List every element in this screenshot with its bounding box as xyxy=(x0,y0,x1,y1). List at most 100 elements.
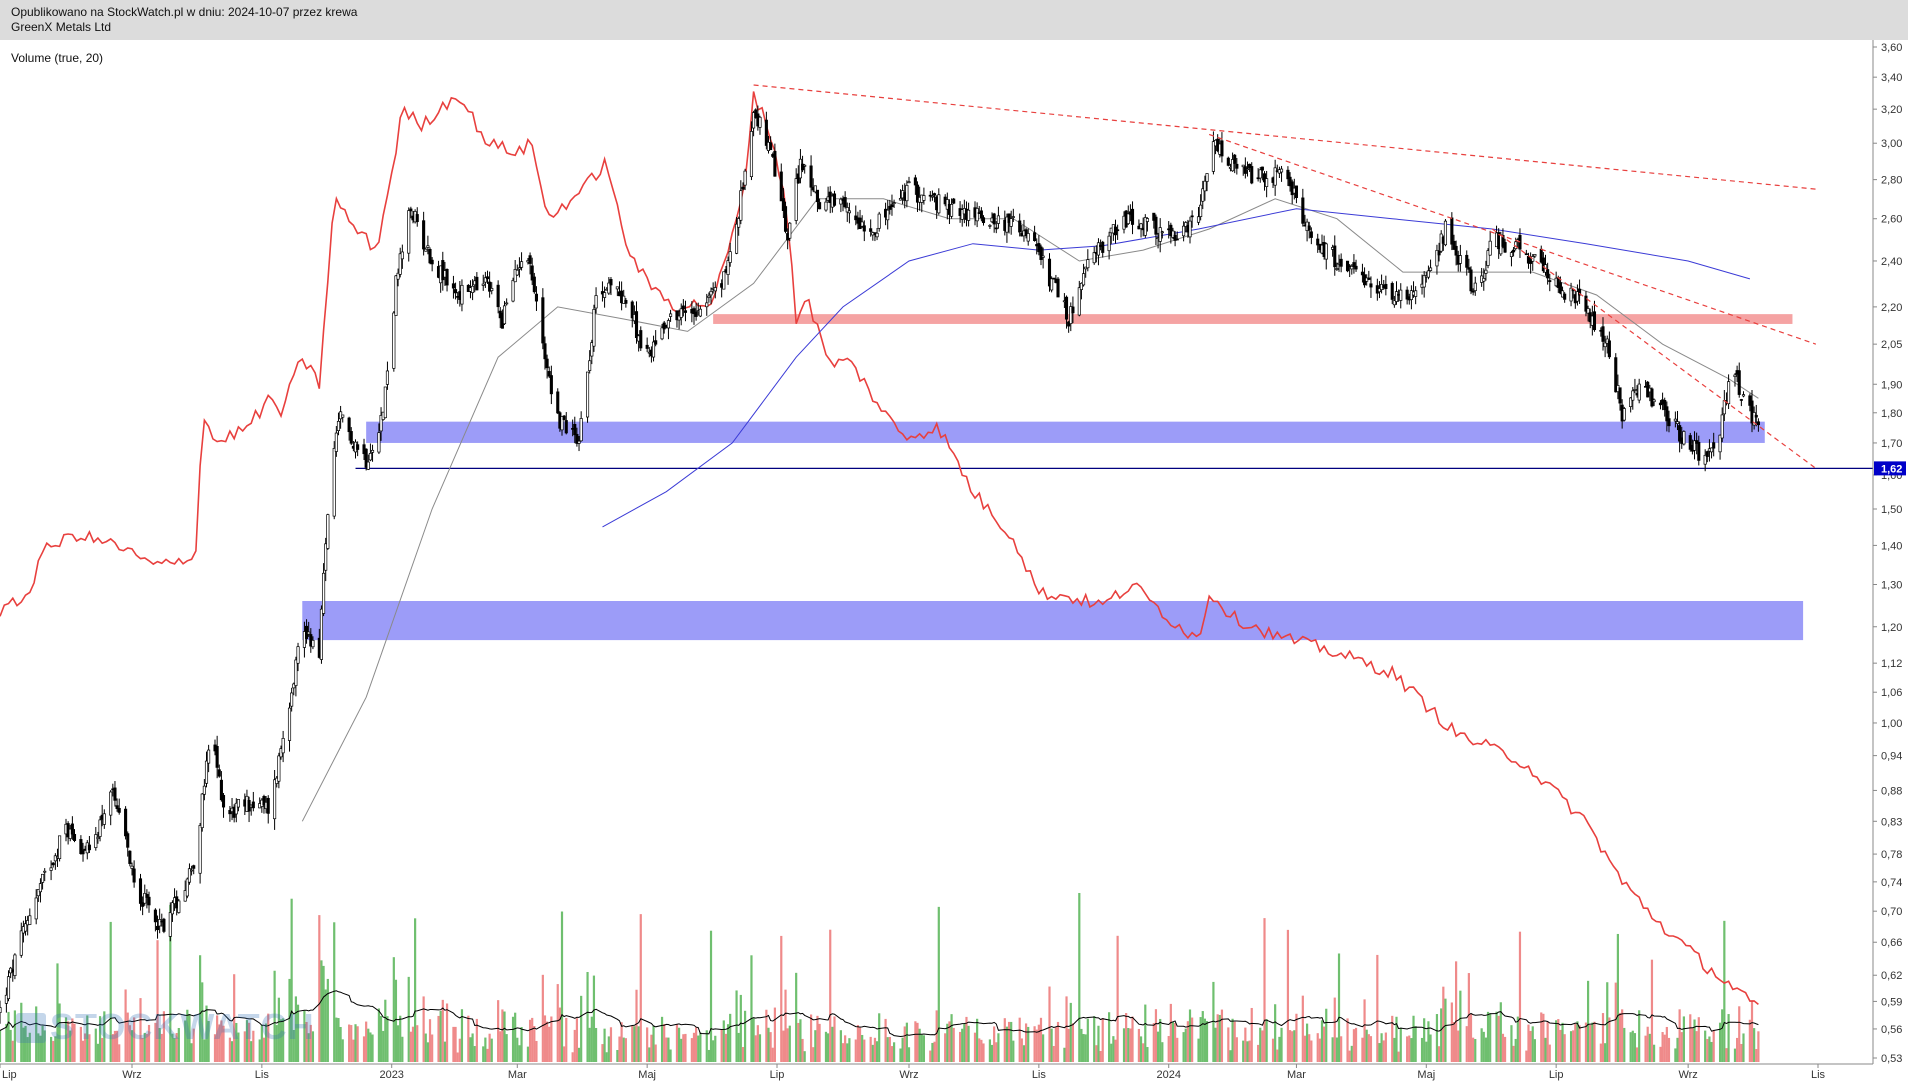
volume-bar xyxy=(1112,1036,1115,1062)
volume-bar xyxy=(995,1042,998,1062)
candle xyxy=(547,366,551,379)
volume-bar xyxy=(230,1041,234,1062)
candle xyxy=(1333,235,1337,276)
volume-bar xyxy=(899,1048,902,1062)
volume-bar xyxy=(1010,1021,1013,1062)
candle xyxy=(247,796,251,823)
candle xyxy=(441,251,445,291)
candle xyxy=(952,197,956,205)
candle xyxy=(1710,447,1714,459)
candle xyxy=(1071,296,1075,324)
candle xyxy=(113,781,117,807)
volume-bar xyxy=(318,915,321,1062)
candle xyxy=(1741,391,1746,398)
volume-bar xyxy=(39,1035,42,1062)
volume-bar xyxy=(665,1037,668,1062)
candle xyxy=(615,286,619,297)
candle xyxy=(818,198,822,210)
header-bar: Opublikowano na StockWatch.pl w dniu: 20… xyxy=(0,0,1908,40)
volume-bar xyxy=(311,1031,315,1062)
candle xyxy=(709,287,713,305)
candle xyxy=(779,163,783,202)
candle xyxy=(1007,213,1011,234)
volume-bar xyxy=(213,1034,217,1062)
candle xyxy=(336,412,341,436)
candle xyxy=(1005,213,1009,243)
volume-bar xyxy=(961,1028,964,1062)
volume-bar xyxy=(854,1039,857,1062)
volume-bar xyxy=(1465,1026,1468,1062)
volume-bar xyxy=(1740,1043,1743,1062)
candle xyxy=(532,272,536,294)
volume-bar xyxy=(1676,1037,1679,1062)
volume-bar xyxy=(460,1009,464,1062)
candle xyxy=(147,891,151,913)
candle xyxy=(813,185,817,194)
candle xyxy=(675,310,679,328)
candle xyxy=(1126,205,1130,226)
candle xyxy=(1531,254,1535,271)
candle xyxy=(1339,253,1343,273)
candle xyxy=(1173,231,1177,247)
volume-bar xyxy=(203,1039,206,1062)
candle xyxy=(735,216,739,255)
candle xyxy=(326,513,330,550)
volume-bar xyxy=(71,1018,74,1062)
volume-bar xyxy=(1261,1030,1264,1062)
volume-bar xyxy=(1652,1044,1656,1062)
candle xyxy=(722,271,726,290)
candle xyxy=(58,835,62,862)
volume-bar xyxy=(1423,1018,1426,1062)
volume-bar xyxy=(878,1013,881,1062)
candle xyxy=(1265,170,1269,198)
candle xyxy=(192,864,196,875)
candle xyxy=(251,791,255,812)
volume-bar xyxy=(43,1030,46,1062)
candle xyxy=(1586,305,1590,322)
y-tick-label: 0,56 xyxy=(1881,1024,1902,1036)
candle xyxy=(398,247,402,278)
volume-bar xyxy=(1591,1022,1594,1062)
y-tick-label: 0,70 xyxy=(1881,906,1902,918)
x-axis: Lip Wrz Lis 2023 Mar Maj Lip Wrz Lis 2024 Mar Maj Li… xyxy=(0,1064,1826,1081)
volume-bar xyxy=(1525,1050,1528,1062)
candle xyxy=(1480,267,1484,287)
volume-bar xyxy=(1080,1028,1083,1062)
volume-bar xyxy=(752,1018,755,1062)
candle xyxy=(294,656,298,697)
candle xyxy=(520,252,524,271)
volume-bar xyxy=(646,1027,649,1062)
volume-bar xyxy=(848,1038,851,1062)
volume-bar xyxy=(1663,1034,1666,1062)
candle xyxy=(1727,374,1731,410)
volume-bar xyxy=(156,940,159,1062)
volume-bar xyxy=(265,1023,268,1062)
volume-bar xyxy=(1429,1034,1432,1062)
volume-bar xyxy=(1293,1030,1296,1062)
volume-bar xyxy=(1082,1034,1085,1062)
candle xyxy=(556,388,560,415)
volume-bar xyxy=(1129,1028,1132,1062)
candle xyxy=(1756,418,1760,432)
candle xyxy=(1429,259,1433,272)
volume-bar xyxy=(729,1013,732,1062)
volume-bar xyxy=(797,1022,800,1062)
volume-bar xyxy=(684,1033,687,1062)
candle xyxy=(1047,253,1052,292)
volume-bar xyxy=(73,1023,76,1062)
volume-bar xyxy=(982,1043,985,1062)
volume-bar xyxy=(303,1010,306,1062)
volume-bar xyxy=(1710,1041,1713,1062)
candle xyxy=(1171,227,1175,240)
volume-bar xyxy=(1572,1030,1575,1062)
volume-bar xyxy=(426,1042,429,1062)
candle xyxy=(1260,166,1264,181)
candle xyxy=(311,636,315,650)
volume-bar xyxy=(663,1024,666,1062)
volume-bar xyxy=(13,1010,17,1062)
candle xyxy=(679,303,683,326)
candle xyxy=(1262,171,1267,191)
volume-bar xyxy=(1748,1019,1751,1062)
chart-bars-icon xyxy=(16,1013,46,1043)
